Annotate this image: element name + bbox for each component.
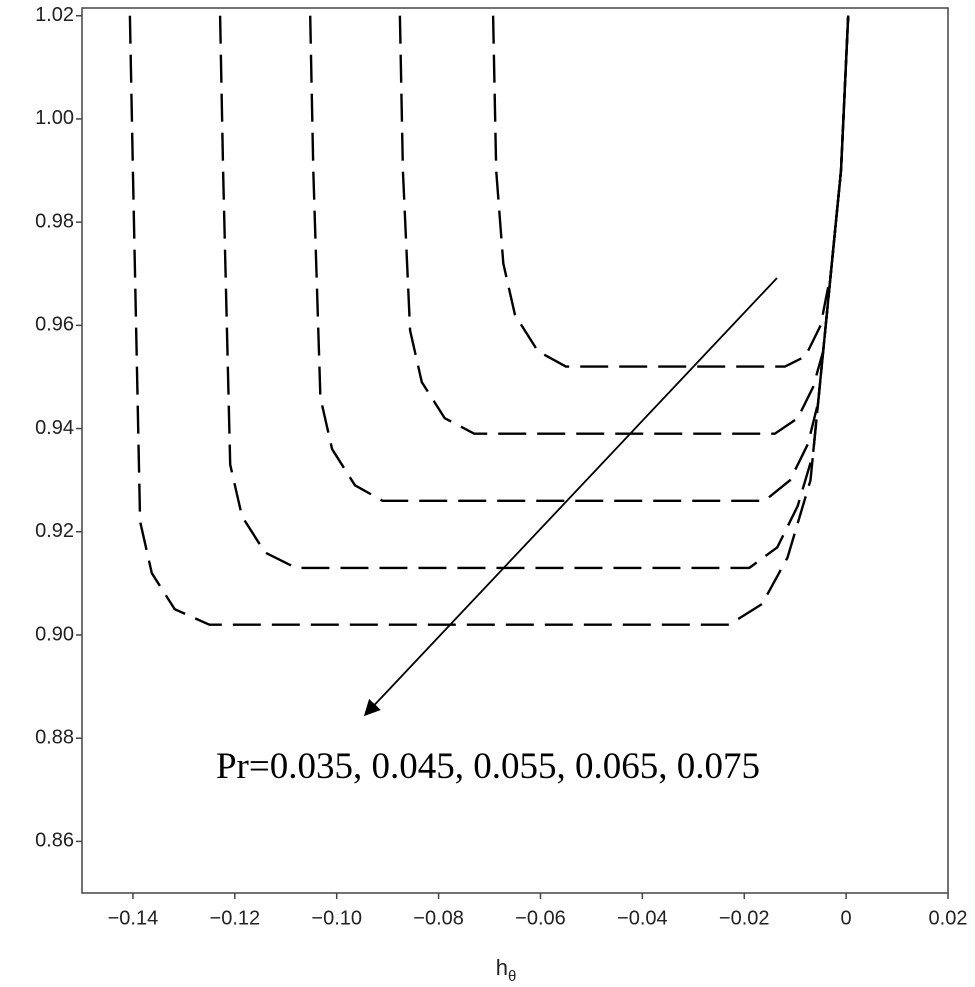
y-tick-label: 0.86: [35, 830, 74, 852]
x-tick-label: −0.04: [617, 907, 668, 929]
y-tick-label: 1.00: [35, 107, 74, 129]
arrow: [363, 277, 778, 717]
y-tick-label: 0.94: [35, 417, 74, 439]
curve: [218, 15, 850, 570]
curve: [398, 15, 850, 435]
plot-frame: [81, 7, 949, 894]
x-tick-label: −0.06: [515, 907, 566, 929]
curve: [491, 15, 850, 368]
y-tick-label: 0.96: [35, 314, 74, 336]
x-axis-label: hθ: [496, 955, 517, 985]
curve: [309, 15, 850, 502]
x-label-main: h: [496, 955, 508, 980]
x-tick-label: 0: [841, 907, 852, 929]
x-tick-label: −0.12: [210, 907, 261, 929]
y-tick-label: 0.98: [35, 210, 74, 232]
y-tick-label: 0.92: [35, 520, 74, 542]
y-tick-label: 0.88: [35, 726, 74, 748]
annotation: Pr=0.035, 0.045, 0.055, 0.065, 0.075: [216, 746, 760, 787]
x-tick-label: −0.08: [413, 907, 464, 929]
curve: [128, 15, 850, 626]
x-tick-label: −0.14: [108, 907, 159, 929]
x-tick-label: −0.02: [719, 907, 770, 929]
x-tick-label: 0.02: [929, 907, 968, 929]
x-tick-label: −0.10: [311, 907, 362, 929]
x-label-sub: θ: [508, 968, 516, 985]
y-tick-label: 1.02: [35, 4, 74, 26]
y-tick-label: 0.90: [35, 623, 74, 645]
